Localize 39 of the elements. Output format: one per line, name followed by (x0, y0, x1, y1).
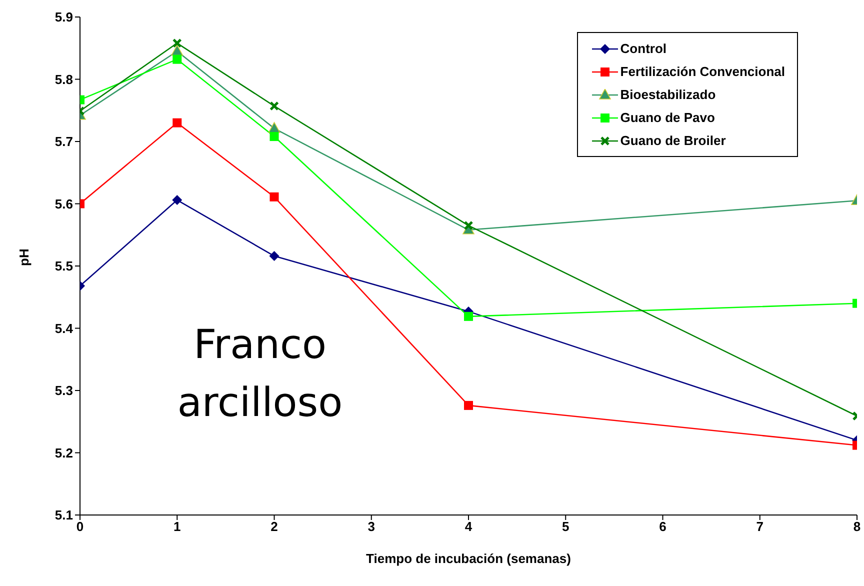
x-tick-label: 4 (464, 519, 473, 534)
point (270, 101, 279, 111)
legend-label: Fertilización Convencional (620, 64, 785, 79)
x-tick-label: 8 (853, 519, 861, 534)
point (172, 195, 182, 206)
point (464, 400, 473, 410)
x-tick-label: 2 (270, 519, 278, 534)
y-tick-label: 5.2 (54, 445, 73, 460)
y-axis-title: pH (16, 248, 32, 266)
y-tick-label: 5.3 (54, 383, 73, 398)
legend-label: Guano de Pavo (620, 110, 715, 125)
x-tick-label: 3 (368, 519, 375, 534)
x-tick-label: 1 (174, 519, 181, 534)
point (464, 312, 473, 321)
y-tick-label: 5.9 (54, 10, 73, 25)
y-tick-label: 5.8 (54, 72, 73, 87)
point (269, 251, 280, 262)
x-tick-label: 7 (756, 519, 764, 534)
legend-label: Bioestabilizado (620, 87, 716, 102)
y-tick-label: 5.4 (54, 320, 74, 336)
legend-label: Control (620, 41, 667, 56)
point (172, 118, 182, 128)
point (172, 38, 182, 48)
x-tick-label: 5 (562, 519, 570, 534)
point (268, 122, 280, 133)
point (172, 54, 182, 64)
point (270, 132, 279, 142)
y-tick-label: 5.7 (54, 134, 73, 150)
point (171, 44, 184, 56)
x-tick-label: 6 (659, 519, 666, 534)
point (270, 192, 279, 202)
x-axis-title: Tiempo de incubación (semanas) (366, 551, 571, 566)
legend-label: Guano de Broiler (620, 133, 726, 148)
annotation: Franco arcilloso (176, 321, 344, 428)
y-tick-label: 5.6 (54, 196, 73, 212)
y-tick-label: 5.1 (54, 508, 73, 523)
y-tick-label: 5.5 (54, 258, 73, 274)
x-tick-label: 0 (76, 519, 84, 534)
point (464, 220, 474, 230)
